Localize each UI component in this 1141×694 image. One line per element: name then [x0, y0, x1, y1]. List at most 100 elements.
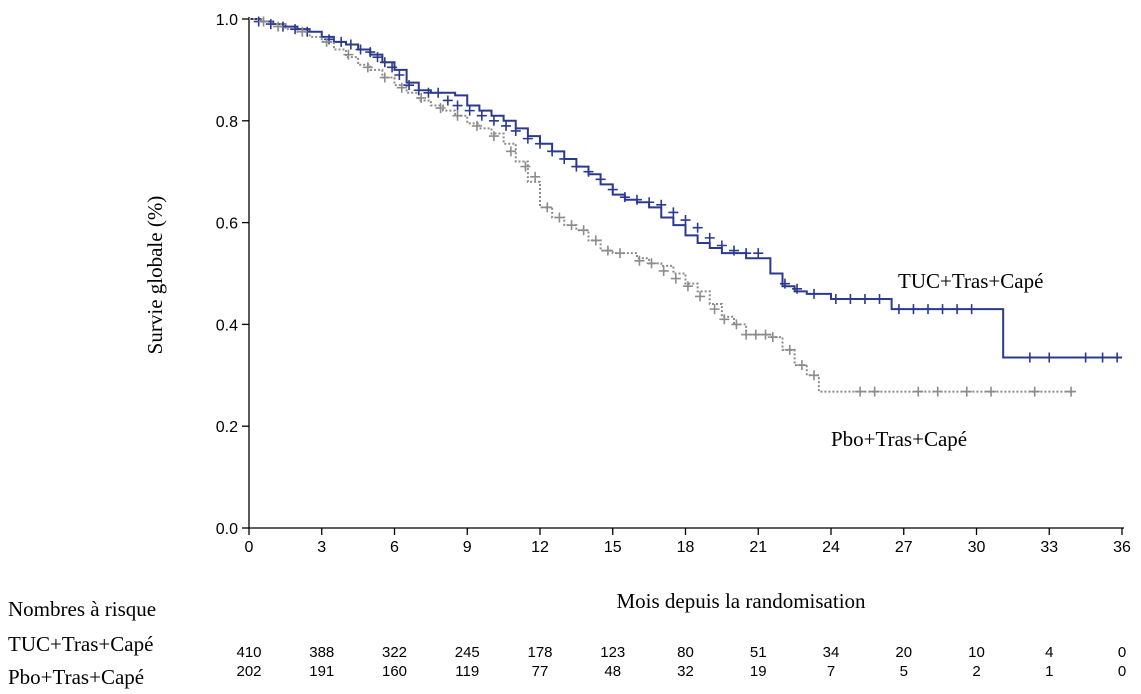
censor-mark	[290, 24, 301, 35]
censor-mark	[488, 131, 499, 142]
censor-mark	[741, 329, 752, 340]
risk-value: 160	[382, 663, 407, 680]
risk-table-title: Nombres à risque	[8, 597, 156, 621]
risk-row-label-pbo: Pbo+Tras+Capé	[8, 665, 144, 689]
censor-marks	[253, 16, 1123, 397]
censor-mark	[952, 304, 963, 315]
censor-mark	[908, 304, 919, 315]
censor-mark	[656, 199, 667, 210]
censor-mark	[566, 220, 577, 231]
censor-mark	[559, 153, 570, 164]
censor-mark	[297, 26, 308, 37]
x-tick-label: 18	[677, 539, 695, 556]
censor-mark	[387, 62, 398, 73]
censor-mark	[355, 44, 366, 55]
censor-mark	[893, 304, 904, 315]
censor-mark	[535, 138, 545, 149]
censor-mark	[365, 47, 376, 58]
censor-mark	[595, 174, 606, 185]
censor-mark	[869, 386, 880, 397]
censor-mark	[452, 110, 463, 121]
x-tick-label: 12	[531, 539, 549, 556]
censor-mark	[932, 386, 943, 397]
censor-mark	[692, 222, 703, 233]
censor-mark	[433, 87, 444, 98]
risk-value: 32	[677, 663, 694, 680]
censor-mark	[530, 171, 541, 182]
x-tick-label: 9	[463, 539, 472, 556]
risk-value: 5	[900, 663, 908, 680]
censor-mark	[520, 161, 531, 172]
axes: 0.00.20.40.60.81.00 3 6 9 12 15 18 21 24 27 30 33 36	[216, 12, 1131, 556]
censor-mark	[464, 105, 475, 116]
censor-mark	[607, 184, 618, 195]
censor-mark	[404, 80, 415, 91]
risk-value: 202	[236, 663, 261, 680]
censor-mark	[719, 314, 730, 325]
censor-mark	[845, 293, 856, 304]
censor-mark	[442, 95, 453, 106]
censor-mark	[583, 166, 594, 177]
censor-mark	[379, 72, 390, 83]
censor-mark	[571, 161, 582, 172]
risk-value: 51	[750, 644, 767, 661]
censor-mark	[729, 245, 739, 256]
x-tick-label: 3	[317, 539, 326, 556]
y-tick-label: 0.2	[216, 419, 238, 436]
risk-value: 178	[527, 644, 552, 661]
censor-mark	[680, 215, 691, 226]
censor-mark	[488, 115, 499, 126]
censor-mark	[522, 133, 533, 144]
censor-mark	[321, 36, 332, 47]
risk-value: 119	[455, 663, 479, 680]
y-tick-label: 0.4	[216, 317, 238, 334]
risk-value: 77	[532, 663, 549, 680]
censor-mark	[1097, 352, 1108, 363]
censor-mark	[632, 194, 642, 205]
censor-mark	[709, 304, 720, 315]
y-tick-label: 1.0	[216, 12, 238, 29]
censor-mark	[542, 202, 553, 213]
risk-value: 388	[309, 644, 334, 661]
x-tick-label: 15	[604, 539, 622, 556]
censor-mark	[435, 103, 446, 114]
censor-mark	[874, 293, 885, 304]
risk-value: 4	[1045, 644, 1053, 661]
censor-mark	[554, 212, 565, 223]
censor-mark	[937, 304, 948, 315]
censor-mark	[859, 293, 870, 304]
series-label-tuc: TUC+Tras+Capé	[898, 269, 1043, 293]
x-axis-label: Mois depuis la randomisation	[616, 589, 866, 613]
risk-value: 0	[1118, 644, 1126, 661]
risk-value: 7	[827, 663, 835, 680]
censor-mark	[779, 278, 790, 289]
risk-value: 191	[309, 663, 334, 680]
censor-mark	[615, 248, 626, 259]
y-axis-label: Survie globale (%)	[143, 196, 167, 355]
censor-mark	[716, 240, 727, 251]
censor-mark	[646, 258, 657, 269]
censor-mark	[682, 281, 693, 292]
censor-mark	[668, 207, 679, 218]
censor-mark	[619, 192, 630, 203]
censor-mark	[741, 248, 752, 259]
censor-mark	[547, 146, 558, 157]
censor-mark	[1044, 352, 1055, 363]
risk-value: 80	[677, 644, 694, 661]
censor-mark	[670, 273, 681, 284]
censor-mark	[510, 125, 521, 136]
risk-value: 0	[1118, 663, 1126, 680]
x-tick-label: 33	[1040, 539, 1058, 556]
risk-value: 2	[972, 663, 980, 680]
y-tick-label: 0.8	[216, 114, 238, 131]
risk-value: 20	[895, 644, 912, 661]
censor-mark	[590, 235, 601, 246]
x-tick-label: 27	[895, 539, 913, 556]
censor-mark	[1029, 386, 1040, 397]
censor-mark	[602, 245, 613, 256]
censor-mark	[423, 87, 434, 98]
censor-mark	[913, 386, 924, 397]
censor-mark	[416, 92, 427, 103]
